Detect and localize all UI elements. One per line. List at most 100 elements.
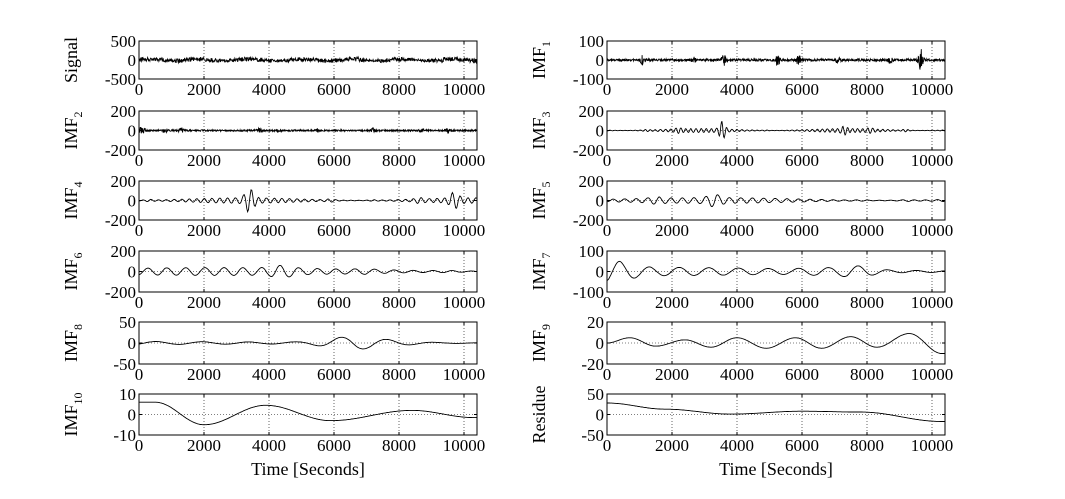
y-axis-label: IMF1 (529, 41, 553, 79)
y-tick-label: -200 (573, 141, 604, 160)
y-axis-label: IMF9 (529, 324, 553, 362)
x-tick-label: 8000 (382, 436, 416, 455)
y-axis-label-subscript: 1 (539, 41, 553, 47)
y-axis-label: IMF4 (61, 181, 85, 219)
x-tick-label: 10000 (911, 293, 954, 312)
series-line (138, 189, 477, 214)
y-tick-label: 0 (596, 334, 605, 353)
y-tick-label: 200 (111, 102, 137, 121)
y-tick-label: 0 (128, 122, 137, 141)
y-tick-label: 10 (119, 385, 136, 404)
series-line (606, 260, 945, 281)
x-tick-label: 4000 (720, 436, 754, 455)
x-tick-label: 0 (603, 293, 612, 312)
x-tick-label: 2000 (187, 151, 221, 170)
y-tick-label: -200 (573, 211, 604, 230)
y-tick-label: 0 (128, 406, 137, 425)
y-tick-label: 0 (596, 122, 605, 141)
x-tick-label: 2000 (655, 293, 689, 312)
y-tick-label: 0 (596, 263, 605, 282)
y-axis-label: IMF8 (61, 324, 85, 362)
x-tick-label: 6000 (317, 221, 351, 240)
y-axis-label-text: IMF (529, 117, 549, 149)
y-tick-label: 200 (579, 172, 605, 191)
y-axis-label-text: IMF (61, 187, 81, 219)
x-tick-label: 0 (135, 221, 144, 240)
y-tick-label: 200 (579, 102, 605, 121)
series-line (138, 55, 478, 65)
x-tick-label: 10000 (443, 80, 486, 99)
y-axis-label: Residue (529, 385, 549, 443)
y-tick-label: -50 (113, 355, 136, 374)
x-tick-label: 8000 (850, 151, 884, 170)
y-tick-label: 0 (596, 406, 605, 425)
y-tick-label: -20 (581, 355, 604, 374)
x-tick-label: 8000 (382, 293, 416, 312)
y-axis-label-text: IMF (61, 117, 81, 149)
y-axis-label-text: IMF (61, 258, 81, 290)
y-tick-label: 100 (579, 32, 605, 51)
y-axis-label: Signal (61, 37, 81, 83)
y-axis-label-text: Signal (61, 37, 81, 83)
x-tick-label: 6000 (317, 80, 351, 99)
x-tick-label: 2000 (655, 80, 689, 99)
x-tick-label: 10000 (443, 221, 486, 240)
x-tick-label: 2000 (655, 365, 689, 384)
series-line (606, 194, 945, 207)
y-axis-label-text: IMF (61, 404, 81, 436)
y-axis-label: IMF3 (529, 111, 553, 149)
x-tick-label: 10000 (911, 365, 954, 384)
y-axis-label-subscript: 10 (71, 392, 85, 404)
y-tick-label: 0 (128, 334, 137, 353)
x-tick-label: 6000 (317, 293, 351, 312)
y-axis-label-text: IMF (529, 47, 549, 79)
x-tick-label: 8000 (850, 221, 884, 240)
x-tick-label: 4000 (720, 293, 754, 312)
y-axis-label-subscript: 9 (539, 324, 553, 330)
x-tick-label: 2000 (187, 80, 221, 99)
y-tick-label: -50 (581, 426, 604, 445)
x-tick-label: 4000 (252, 151, 286, 170)
y-tick-label: 50 (119, 313, 136, 332)
y-tick-label: 20 (587, 313, 604, 332)
y-tick-label: -200 (105, 283, 136, 302)
x-tick-label: 4000 (720, 365, 754, 384)
subplot-12: 0 2000 4000 6000 8000 10000 50 0-50 Residue Time … (529, 385, 953, 479)
x-tick-label: 6000 (785, 80, 819, 99)
x-tick-label: 0 (135, 293, 144, 312)
x-tick-label: 0 (135, 151, 144, 170)
series-line (138, 336, 477, 350)
x-tick-label: 8000 (382, 365, 416, 384)
series-line (138, 126, 478, 134)
series-line (138, 264, 477, 278)
x-tick-label: 2000 (187, 293, 221, 312)
y-tick-label: 50 (587, 385, 604, 404)
x-tick-label: 2000 (655, 221, 689, 240)
x-tick-label: 2000 (655, 436, 689, 455)
y-tick-label: 0 (596, 51, 605, 70)
x-tick-label: 4000 (720, 151, 754, 170)
y-tick-label: -500 (105, 70, 136, 89)
x-tick-label: 4000 (252, 221, 286, 240)
y-axis-label: IMF10 (61, 392, 85, 436)
x-tick-label: 10000 (911, 221, 954, 240)
x-tick-label: 2000 (655, 151, 689, 170)
y-tick-label: 0 (128, 51, 137, 70)
y-tick-label: -200 (105, 211, 136, 230)
y-axis-label-text: Residue (529, 385, 549, 443)
x-tick-label: 4000 (252, 365, 286, 384)
x-tick-label: 10000 (443, 293, 486, 312)
y-axis-label: IMF7 (529, 252, 553, 290)
y-axis-label-subscript: 5 (539, 181, 553, 187)
y-tick-label: -100 (573, 70, 604, 89)
y-tick-label: -100 (573, 283, 604, 302)
x-tick-label: 6000 (785, 436, 819, 455)
